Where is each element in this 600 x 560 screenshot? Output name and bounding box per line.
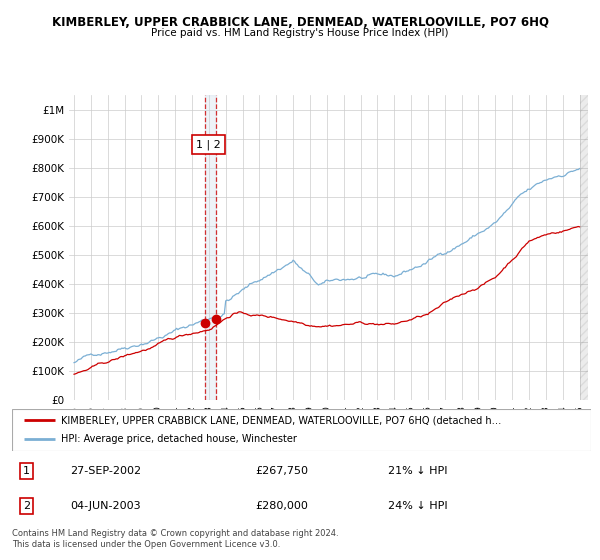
Text: KIMBERLEY, UPPER CRABBICK LANE, DENMEAD, WATERLOOVILLE, PO7 6HQ (detached h…: KIMBERLEY, UPPER CRABBICK LANE, DENMEAD,… xyxy=(61,415,502,425)
Text: HPI: Average price, detached house, Winchester: HPI: Average price, detached house, Winc… xyxy=(61,435,297,445)
Text: 1: 1 xyxy=(23,466,30,476)
Text: 24% ↓ HPI: 24% ↓ HPI xyxy=(388,501,448,511)
Text: Price paid vs. HM Land Registry's House Price Index (HPI): Price paid vs. HM Land Registry's House … xyxy=(151,28,449,38)
Text: 04-JUN-2003: 04-JUN-2003 xyxy=(70,501,140,511)
Text: £280,000: £280,000 xyxy=(255,501,308,511)
Text: 1 | 2: 1 | 2 xyxy=(196,139,221,150)
Text: Contains HM Land Registry data © Crown copyright and database right 2024.
This d: Contains HM Land Registry data © Crown c… xyxy=(12,529,338,549)
Bar xyxy=(580,95,588,400)
Text: KIMBERLEY, UPPER CRABBICK LANE, DENMEAD, WATERLOOVILLE, PO7 6HQ: KIMBERLEY, UPPER CRABBICK LANE, DENMEAD,… xyxy=(52,16,548,29)
Bar xyxy=(205,95,216,400)
Text: 27-SEP-2002: 27-SEP-2002 xyxy=(70,466,141,476)
Text: £267,750: £267,750 xyxy=(255,466,308,476)
Text: 2: 2 xyxy=(23,501,30,511)
Text: 21% ↓ HPI: 21% ↓ HPI xyxy=(388,466,448,476)
